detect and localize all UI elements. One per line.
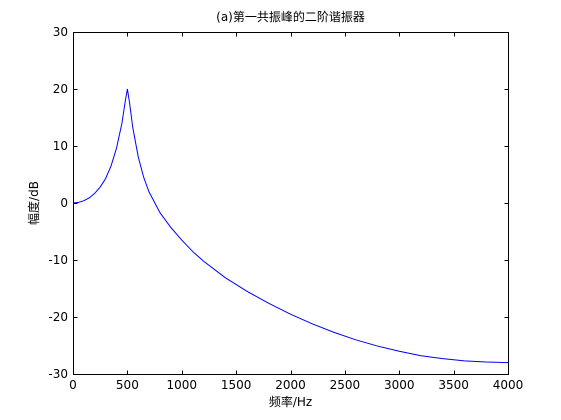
x-axis-title: 频率/Hz: [269, 394, 312, 409]
axis-tick-labels: 0 500 1000 1500 2000 2500 3000 3500 4000 -30 -20 -1…: [48, 25, 523, 392]
y-tick-label: -30: [48, 367, 68, 381]
y-axis-title: 幅度/dB: [26, 181, 41, 225]
y-tick-label: 10: [53, 139, 68, 153]
chart-title: (a)第一共振峰的二阶谐振器: [216, 9, 365, 24]
x-tick-label: 500: [116, 378, 139, 392]
plot-area: [73, 32, 508, 374]
x-tick-label: 2000: [275, 378, 306, 392]
y-tick-label: -10: [48, 253, 68, 267]
x-tick-label: 3500: [438, 378, 469, 392]
y-tick-label: -20: [48, 310, 68, 324]
series-line: [72, 88, 509, 364]
x-tick-label: 2500: [330, 378, 361, 392]
x-tick-label: 1500: [221, 378, 252, 392]
y-tick-label: 0: [60, 196, 68, 210]
y-tick-label: 30: [53, 25, 68, 39]
x-tick-label: 0: [69, 378, 77, 392]
plot-frame: [73, 32, 509, 375]
x-tick-label: 3000: [384, 378, 415, 392]
x-tick-label: 1000: [166, 378, 197, 392]
x-tick-label: 4000: [493, 378, 524, 392]
y-tick-label: 20: [53, 82, 68, 96]
